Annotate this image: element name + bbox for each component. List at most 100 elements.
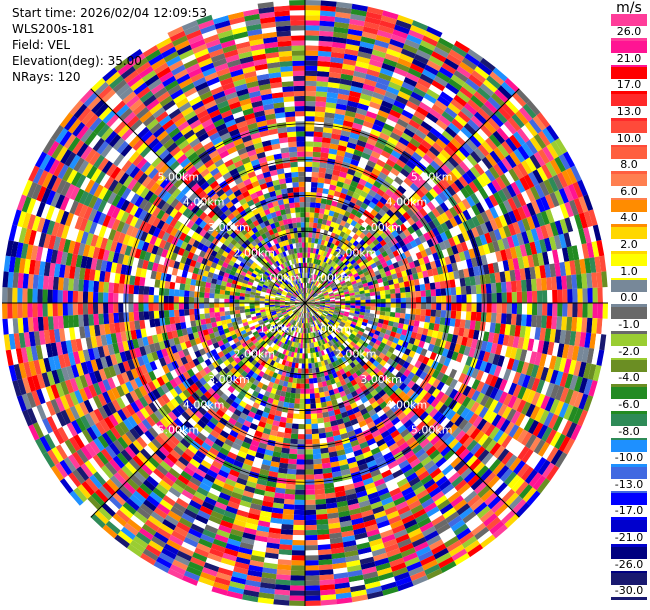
velocity-gate	[214, 534, 229, 544]
velocity-gate	[343, 483, 355, 491]
velocity-gate	[274, 441, 283, 448]
velocity-gate	[358, 373, 366, 381]
velocity-gate	[168, 303, 174, 311]
velocity-gate	[307, 317, 310, 323]
velocity-gate	[395, 455, 407, 465]
velocity-gate	[32, 288, 38, 303]
velocity-gate	[450, 519, 466, 532]
velocity-gate	[318, 317, 323, 322]
velocity-gate	[320, 360, 326, 367]
velocity-gate	[345, 305, 351, 308]
velocity-gate	[462, 451, 474, 464]
velocity-gate	[309, 305, 314, 309]
velocity-gate	[571, 317, 578, 332]
velocity-gate	[497, 403, 508, 417]
velocity-gate	[326, 507, 339, 514]
velocity-gate	[245, 579, 261, 588]
velocity-gate	[512, 426, 524, 441]
velocity-gate	[329, 319, 335, 324]
velocity-gate	[354, 532, 368, 541]
velocity-gate	[261, 572, 277, 580]
velocity-gate	[295, 489, 305, 495]
velocity-gate	[204, 303, 210, 309]
velocity-gate	[52, 289, 58, 303]
velocity-gate	[440, 417, 451, 428]
velocity-gate	[456, 335, 464, 345]
velocity-gate	[541, 426, 553, 442]
velocity-gate	[275, 579, 291, 586]
velocity-gate	[343, 325, 349, 331]
velocity-gate	[294, 362, 299, 369]
velocity-gate	[455, 310, 462, 320]
velocity-gate	[398, 382, 407, 391]
velocity-gate	[391, 376, 400, 385]
velocity-gate	[524, 469, 538, 485]
velocity-gate	[326, 315, 332, 320]
velocity-gate	[408, 566, 425, 577]
velocity-gate	[394, 312, 401, 318]
velocity-gate	[456, 404, 466, 416]
velocity-gate	[477, 350, 486, 361]
velocity-gate	[200, 571, 216, 582]
velocity-gate	[103, 281, 110, 293]
velocity-gate	[292, 535, 305, 541]
velocity-gate	[337, 423, 346, 430]
velocity-gate	[239, 499, 252, 508]
velocity-gate	[414, 314, 421, 322]
velocity-gate	[302, 338, 305, 344]
velocity-gate	[449, 318, 456, 327]
velocity-gate	[561, 420, 573, 436]
velocity-gate	[103, 313, 110, 325]
velocity-gate	[348, 349, 355, 356]
velocity-gate	[440, 445, 452, 457]
velocity-gate	[400, 415, 410, 425]
velocity-gate	[195, 319, 202, 327]
velocity-gate	[532, 339, 540, 353]
velocity-gate	[301, 312, 304, 318]
velocity-gate	[302, 318, 305, 324]
velocity-gate	[390, 303, 396, 308]
velocity-gate	[273, 497, 285, 504]
velocity-gate	[315, 330, 320, 336]
velocity-gate	[564, 330, 572, 345]
velocity-gate	[465, 398, 476, 411]
velocity-gate	[340, 329, 346, 335]
velocity-gate	[441, 332, 449, 341]
velocity-gate	[334, 309, 340, 313]
velocity-gate	[330, 333, 336, 339]
velocity-gate	[329, 357, 335, 363]
velocity-gate	[324, 325, 329, 331]
velocity-gate	[378, 442, 389, 452]
velocity-gate	[441, 348, 450, 358]
velocity-gate	[376, 363, 384, 371]
velocity-gate	[443, 535, 459, 548]
velocity-gate	[297, 449, 305, 455]
velocity-gate	[293, 403, 300, 409]
velocity-gate	[316, 513, 328, 520]
velocity-gate	[259, 468, 270, 476]
velocity-gate	[333, 480, 344, 488]
velocity-gate	[283, 432, 292, 439]
velocity-gate	[163, 295, 169, 303]
velocity-gate	[313, 308, 319, 312]
velocity-gate	[324, 395, 332, 402]
velocity-gate	[554, 371, 564, 386]
velocity-gate	[316, 377, 322, 383]
velocity-gate	[289, 443, 298, 450]
velocity-gate	[532, 475, 546, 491]
velocity-gate	[301, 333, 304, 339]
velocity-gate	[318, 549, 332, 556]
velocity-gate	[438, 403, 448, 415]
velocity-gate	[423, 478, 436, 490]
velocity-gate	[505, 313, 512, 325]
velocity-gate	[354, 325, 361, 331]
velocity-gate	[198, 297, 205, 303]
velocity-gate	[399, 334, 406, 341]
velocity-gate	[256, 447, 266, 455]
velocity-gate	[285, 350, 290, 356]
velocity-gate	[389, 331, 397, 338]
velocity-gate	[500, 468, 513, 483]
velocity-gate	[295, 393, 301, 399]
velocity-gate	[299, 403, 305, 410]
velocity-gate	[318, 351, 323, 357]
